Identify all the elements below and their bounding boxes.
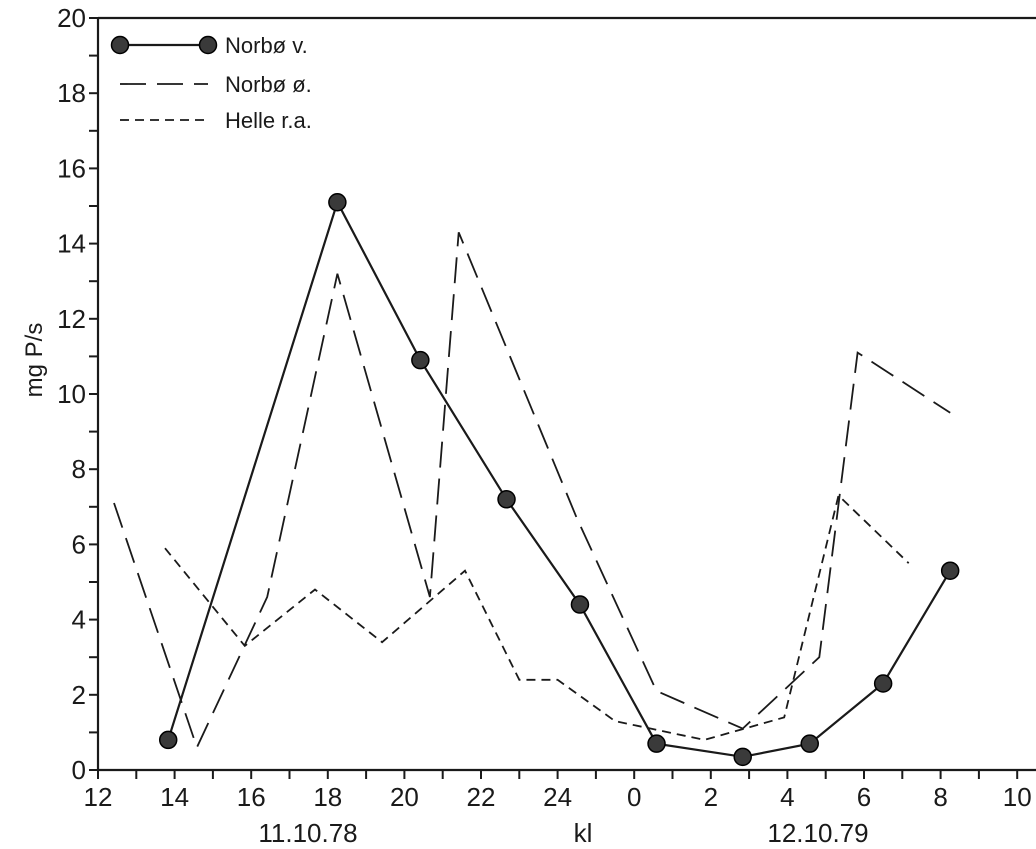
legend-label-1: Norbø v. xyxy=(225,33,308,58)
y-tick-label: 10 xyxy=(57,379,86,409)
x-tick-label: 14 xyxy=(160,782,189,812)
y-tick-label: 4 xyxy=(72,605,86,635)
y-tick-label: 18 xyxy=(57,78,86,108)
legend-label-2: Norbø ø. xyxy=(225,72,312,97)
y-tick-label: 8 xyxy=(72,454,86,484)
date-label-right: 12.10.79 xyxy=(767,818,868,848)
data-point-marker xyxy=(800,734,819,753)
y-tick-label: 2 xyxy=(72,680,86,710)
x-tick-label: 22 xyxy=(467,782,496,812)
data-point-marker xyxy=(570,595,590,614)
y-tick-label: 0 xyxy=(72,755,86,785)
data-point-marker xyxy=(497,490,516,509)
x-tick-label: 10 xyxy=(1003,782,1032,812)
x-tick-label: 6 xyxy=(857,782,871,812)
data-point-marker xyxy=(158,730,178,750)
x-tick-label: 4 xyxy=(780,782,794,812)
x-tick-label: 12 xyxy=(84,782,113,812)
y-tick-label: 14 xyxy=(57,229,86,259)
x-tick-label: 18 xyxy=(313,782,342,812)
legend-marker xyxy=(110,35,130,55)
x-tick-label: 24 xyxy=(543,782,572,812)
legend: Norbø v. Norbø ø. Helle r.a. xyxy=(110,33,312,133)
data-point-marker xyxy=(328,192,347,212)
x-axis-title: kl xyxy=(574,818,593,848)
legend-marker xyxy=(198,35,218,55)
y-axis-title: mg P/s xyxy=(21,323,48,398)
data-point-marker xyxy=(647,734,666,753)
series-line-1 xyxy=(167,199,952,758)
series-line-2 xyxy=(113,231,951,750)
y-tick-label: 20 xyxy=(57,3,86,33)
series-line-3 xyxy=(164,493,910,741)
data-point-marker xyxy=(411,350,430,370)
date-label-left: 11.10.78 xyxy=(258,818,357,848)
x-tick-label: 2 xyxy=(704,782,718,812)
data-point-marker xyxy=(873,674,893,693)
data-point-marker xyxy=(733,747,752,767)
y-tick-label: 12 xyxy=(57,304,86,334)
legend-label-3: Helle r.a. xyxy=(225,108,312,133)
y-tick-label: 6 xyxy=(72,529,86,559)
x-tick-label: 8 xyxy=(933,782,947,812)
y-tick-label: 16 xyxy=(57,153,86,183)
x-tick-label: 16 xyxy=(237,782,266,812)
x-tick-label: 0 xyxy=(627,782,641,812)
x-tick-label: 20 xyxy=(390,782,419,812)
series-layer xyxy=(113,192,960,767)
data-point-marker xyxy=(940,561,960,580)
